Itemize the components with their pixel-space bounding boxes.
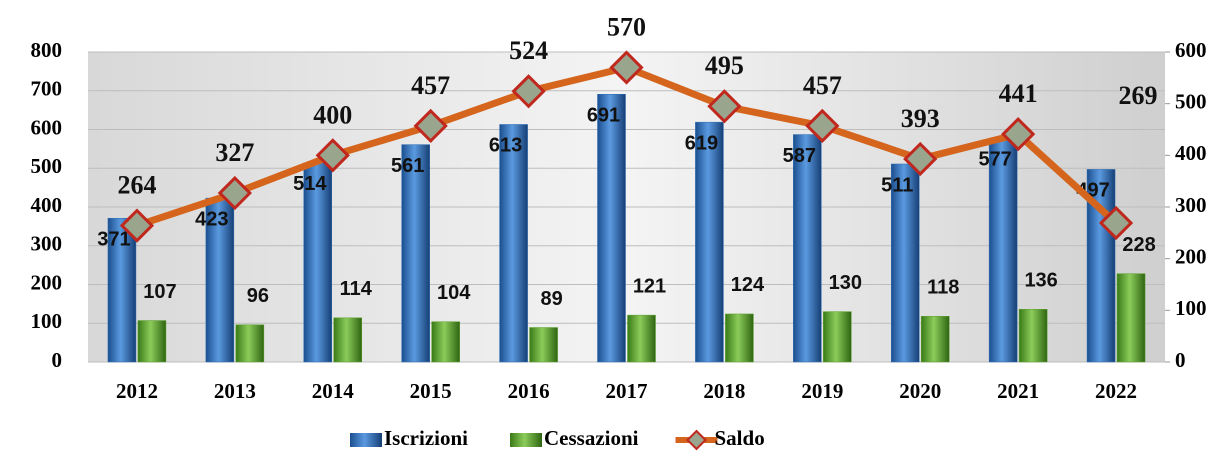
bar	[988, 138, 1018, 363]
bar	[303, 162, 333, 363]
data-label: 264	[117, 171, 156, 200]
data-label: 457	[411, 71, 450, 100]
y2-tick-label: 600	[1175, 38, 1207, 62]
bar	[1116, 273, 1146, 363]
y2-tick-label: 200	[1175, 244, 1207, 268]
x-tick-label: 2013	[214, 379, 256, 403]
legend-label: Cessazioni	[544, 426, 639, 450]
marker	[805, 108, 840, 144]
marker	[413, 108, 448, 144]
data-label: 495	[705, 51, 744, 80]
x-tick-label: 2015	[410, 379, 452, 403]
data-label: 514	[293, 173, 327, 195]
bar	[333, 317, 363, 363]
bar	[920, 316, 950, 363]
x-tick-label: 2012	[116, 379, 158, 403]
legend-swatch	[350, 433, 382, 447]
marker	[217, 175, 252, 211]
data-label: 524	[509, 36, 548, 65]
x-tick-label: 2019	[801, 379, 843, 403]
x-tick-label: 2014	[312, 379, 355, 403]
bar	[823, 311, 852, 363]
legend-label: Iscrizioni	[384, 426, 468, 450]
bar	[627, 314, 656, 363]
x-tick-label: 2020	[899, 379, 941, 403]
x-tick-label: 2016	[508, 379, 550, 403]
y-tick-label: 200	[31, 270, 63, 294]
bar	[499, 124, 528, 363]
marker	[1001, 117, 1036, 152]
y-tick-label: 400	[31, 193, 63, 217]
data-label: 613	[489, 135, 522, 157]
y2-tick-label: 100	[1175, 296, 1207, 320]
data-label: 577	[978, 149, 1011, 171]
bar	[529, 327, 558, 363]
data-label: 121	[633, 275, 666, 297]
bar	[725, 313, 754, 363]
bar	[205, 197, 235, 363]
data-label: 107	[143, 281, 176, 303]
data-label: 570	[607, 12, 646, 41]
data-label: 327	[215, 138, 254, 167]
bar	[431, 321, 460, 363]
bar	[890, 163, 920, 363]
data-label: 561	[391, 155, 424, 177]
bar	[1018, 309, 1048, 363]
data-label: 228	[1122, 234, 1155, 256]
y2-tick-label: 0	[1175, 348, 1186, 372]
data-label: 104	[437, 282, 471, 304]
x-tick-label: 2021	[997, 379, 1039, 403]
marker	[707, 89, 742, 124]
legend-marker	[686, 429, 707, 451]
bar	[401, 144, 430, 363]
data-label: 118	[927, 277, 959, 299]
data-label: 619	[685, 132, 718, 154]
data-label: 124	[731, 274, 765, 296]
y-tick-label: 600	[31, 115, 63, 139]
data-label: 457	[803, 71, 842, 100]
y2-tick-label: 400	[1175, 141, 1207, 165]
marker	[903, 141, 938, 177]
data-label: 393	[901, 104, 940, 133]
y-tick-label: 100	[31, 309, 63, 333]
x-tick-label: 2017	[606, 379, 648, 403]
data-label: 423	[195, 208, 228, 230]
data-label: 587	[783, 145, 816, 167]
data-label: 130	[829, 272, 862, 294]
data-label: 269	[1119, 81, 1158, 110]
data-label: 511	[881, 174, 913, 196]
data-label: 114	[340, 278, 373, 300]
marker	[119, 208, 155, 243]
marker	[1098, 205, 1134, 241]
data-label: 89	[540, 288, 562, 310]
data-label: 136	[1024, 270, 1057, 292]
bar	[235, 324, 265, 363]
y-tick-label: 300	[31, 232, 63, 256]
data-label: 371	[97, 229, 130, 251]
y-tick-label: 500	[31, 154, 63, 178]
data-label: 400	[313, 100, 352, 129]
bar	[107, 217, 137, 363]
bar	[137, 320, 167, 363]
y2-tick-label: 300	[1175, 193, 1207, 217]
bar	[695, 121, 724, 363]
y2-tick-label: 500	[1175, 89, 1207, 113]
legend-label: Saldo	[715, 426, 765, 450]
y-tick-label: 0	[52, 348, 63, 372]
x-tick-label: 2018	[703, 379, 745, 403]
bar	[597, 93, 626, 363]
x-tick-label: 2022	[1095, 379, 1137, 403]
data-label: 441	[999, 79, 1038, 108]
marker	[315, 138, 350, 173]
marker	[511, 74, 546, 109]
y-tick-label: 700	[31, 77, 63, 101]
marker	[609, 50, 644, 85]
data-label: 96	[247, 285, 269, 307]
y-tick-label: 800	[31, 38, 63, 62]
legend-swatch	[510, 433, 542, 447]
data-label: 691	[587, 105, 620, 127]
bar	[793, 134, 822, 363]
